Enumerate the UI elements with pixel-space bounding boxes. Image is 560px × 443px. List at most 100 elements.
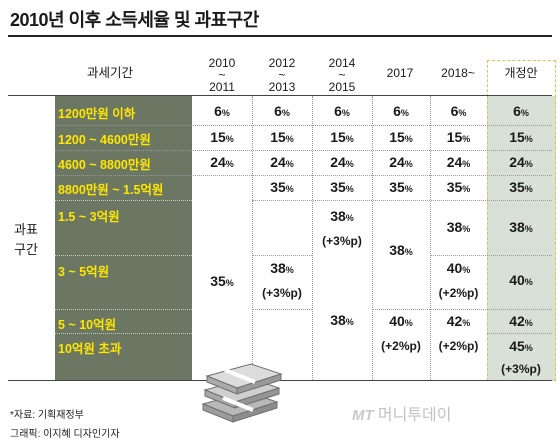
rate-proposal-r7: 42%: [489, 313, 553, 329]
rate-value: 15: [330, 129, 346, 145]
percent-sign: %: [285, 184, 294, 194]
rate-2010-merged: 35%: [192, 273, 252, 289]
row-label-bracket-3: 4600 ~ 8800만원: [58, 158, 151, 172]
rate-2017-note: (+2%p): [381, 339, 421, 353]
rate-2017-r2: 15%: [372, 129, 430, 145]
rate-proposal-r6: 40%: [489, 272, 553, 288]
group-label-line: 과표: [14, 222, 38, 237]
row-label-bracket-8: 10억원 초과: [58, 342, 122, 356]
rate-value: 42: [509, 313, 525, 329]
header-period-2012: 2012 ~ 2013: [254, 56, 310, 95]
row-divider: [487, 333, 552, 334]
rate-2014-r3: 24%: [312, 154, 372, 170]
column-2010-background: [192, 96, 252, 380]
brand-logo: MT 머니투데이: [352, 401, 451, 425]
row-divider: [55, 125, 552, 126]
percent-sign: %: [345, 134, 354, 144]
rate-2014-r6: 38%: [312, 312, 372, 328]
rate-value: 38: [270, 260, 286, 276]
percent-sign: %: [225, 278, 234, 288]
rate-2012-r1: 6%: [252, 103, 312, 119]
money-stack-icon: [201, 363, 283, 423]
percent-sign: %: [524, 277, 533, 287]
percent-sign: %: [225, 159, 234, 169]
percent-sign: %: [285, 265, 294, 275]
rate-value: 38: [330, 208, 346, 224]
row-divider: [55, 309, 192, 310]
percent-sign: %: [281, 108, 290, 118]
rate-proposal-r2: 15%: [489, 129, 553, 145]
rate-value: 6: [274, 103, 282, 119]
row-divider: [430, 255, 552, 256]
rate-value: 40: [389, 313, 405, 329]
column-divider: [372, 96, 373, 380]
rate-2014-r1: 6%: [312, 103, 372, 119]
rate-value: 15: [389, 129, 405, 145]
header-period-2018: 2018~: [441, 66, 475, 80]
row-divider: [55, 255, 192, 256]
rate-value: 38: [330, 312, 346, 328]
rate-2017-r1: 6%: [372, 103, 430, 119]
rate-proposal-r5: 38%: [489, 219, 553, 235]
rate-proposal-r4: 35%: [489, 179, 553, 195]
rate-2014-note: (+3%p): [322, 234, 362, 248]
rate-value: 24: [330, 154, 346, 170]
row-divider: [252, 309, 312, 310]
row-label-bracket-4: 8800만원 ~ 1.5억원: [58, 183, 164, 197]
rate-2012-r3: 24%: [252, 154, 312, 170]
rate-value: 42: [446, 313, 463, 329]
percent-sign: %: [400, 108, 409, 118]
rate-value: 35: [270, 179, 286, 195]
rate-value: 24: [270, 154, 286, 170]
percent-sign: %: [524, 159, 533, 169]
column-divider: [312, 96, 313, 380]
rate-value: 6: [214, 103, 222, 119]
header-period-2017: 2017: [386, 66, 414, 80]
percent-sign: %: [462, 318, 471, 328]
rate-proposal-note: (+3%p): [501, 362, 541, 376]
header-period-2010: 2010 ~ 2011: [194, 56, 250, 95]
row-label-bracket-1: 1200만원 이하: [58, 107, 136, 121]
graphic-credit: 그래픽: 이지혜 디자인기자: [10, 429, 120, 440]
rate-2018-r7: 42%: [430, 313, 487, 329]
rate-2018-note-r6: (+2%p): [438, 286, 479, 300]
rate-2017-r6: 40%: [372, 313, 430, 329]
period-tilde: ~: [278, 68, 286, 82]
rate-value: 6: [334, 103, 342, 119]
row-label-bracket-7: 5 ~ 10억원: [58, 318, 117, 332]
percent-sign: %: [524, 343, 533, 353]
percent-sign: %: [341, 108, 350, 118]
rate-2012-r5: 38%: [252, 260, 312, 276]
percent-sign: %: [524, 318, 533, 328]
percent-sign: %: [462, 184, 471, 194]
percent-sign: %: [345, 317, 354, 327]
period-end: 2015: [328, 80, 356, 94]
percent-sign: %: [285, 134, 294, 144]
row-label-bracket-5: 1.5 ~ 3억원: [58, 210, 120, 224]
period-start: 2014: [328, 56, 356, 70]
percent-sign: %: [225, 134, 234, 144]
title-underline: [8, 35, 552, 37]
logo-brand: 머니투데이: [377, 407, 452, 424]
rate-2012-r2: 15%: [252, 129, 312, 145]
rate-value: 15: [446, 129, 463, 145]
rate-2010-r1: 6%: [192, 103, 252, 119]
rate-value: 24: [389, 154, 405, 170]
rate-proposal-r1: 6%: [489, 103, 553, 119]
percent-sign: %: [221, 108, 230, 118]
column-divider: [252, 96, 253, 380]
percent-sign: %: [404, 247, 413, 257]
row-label-bracket-2: 1200 ~ 4600만원: [58, 133, 151, 147]
rate-2018-r5: 38%: [430, 219, 487, 235]
percent-sign: %: [462, 159, 471, 169]
rate-2010-r3: 24%: [192, 154, 252, 170]
rate-proposal-r3: 24%: [489, 154, 553, 170]
rate-2012-note: (+3%p): [262, 286, 302, 300]
row-divider: [55, 175, 552, 176]
percent-sign: %: [458, 108, 467, 118]
percent-sign: %: [404, 134, 413, 144]
period-tilde: ~: [338, 68, 346, 82]
header-divider: [8, 95, 552, 96]
rate-2018-r1: 6%: [430, 103, 487, 119]
logo-mt: MT: [352, 407, 374, 424]
